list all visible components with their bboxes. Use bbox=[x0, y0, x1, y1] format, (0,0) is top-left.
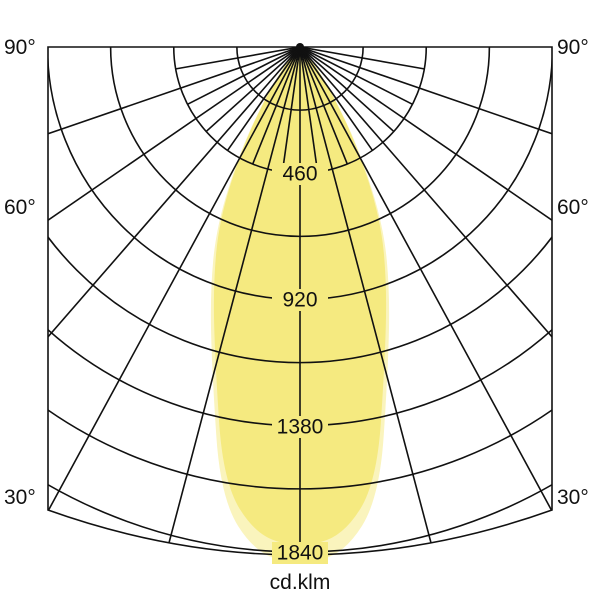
origin-point bbox=[296, 43, 304, 51]
grid bbox=[48, 47, 552, 555]
ring-label-1380: 1380 bbox=[276, 415, 324, 439]
grid-ray-short bbox=[299, 47, 413, 105]
ring-label-920: 920 bbox=[282, 288, 318, 312]
grid-ray-short bbox=[175, 47, 301, 70]
angle-label-right-30: 30° bbox=[557, 486, 589, 509]
angle-label-right-90: 90° bbox=[557, 36, 589, 59]
grid-ray bbox=[48, 47, 301, 512]
grid-ray bbox=[48, 47, 301, 221]
ring-label-background bbox=[272, 289, 328, 311]
grid-ray-short bbox=[299, 47, 319, 172]
grid-ray-short bbox=[281, 47, 301, 172]
ring-label-460: 460 bbox=[282, 162, 318, 186]
angle-label-left-90: 90° bbox=[4, 36, 36, 59]
ring-label-background bbox=[272, 542, 328, 564]
grid-ray bbox=[299, 47, 552, 512]
grid-ray-short bbox=[227, 47, 301, 151]
grid-ray bbox=[48, 47, 301, 135]
grid-ray-short bbox=[252, 47, 301, 165]
grid-ray-short bbox=[299, 47, 348, 165]
grid-ray-short bbox=[205, 47, 301, 132]
grid-ray-short bbox=[299, 47, 425, 70]
grid-ray-short bbox=[299, 47, 395, 132]
grid-ray bbox=[299, 47, 552, 135]
unit-label: cd.klm bbox=[269, 571, 331, 594]
grid-ray-short bbox=[187, 47, 301, 105]
angle-label-left-30: 30° bbox=[4, 486, 36, 509]
grid-ray bbox=[48, 47, 301, 338]
grid-ray bbox=[299, 47, 552, 221]
ring-label-1840: 1840 bbox=[276, 541, 324, 565]
angle-label-right-60: 60° bbox=[557, 196, 589, 219]
grid-ray-short bbox=[299, 47, 373, 151]
grid-ray bbox=[299, 47, 552, 338]
grid-ray bbox=[163, 47, 301, 555]
grid-ray bbox=[299, 47, 437, 555]
ring-label-background bbox=[272, 163, 328, 185]
angle-label-left-60: 60° bbox=[4, 196, 36, 219]
ring-label-background bbox=[272, 416, 328, 438]
